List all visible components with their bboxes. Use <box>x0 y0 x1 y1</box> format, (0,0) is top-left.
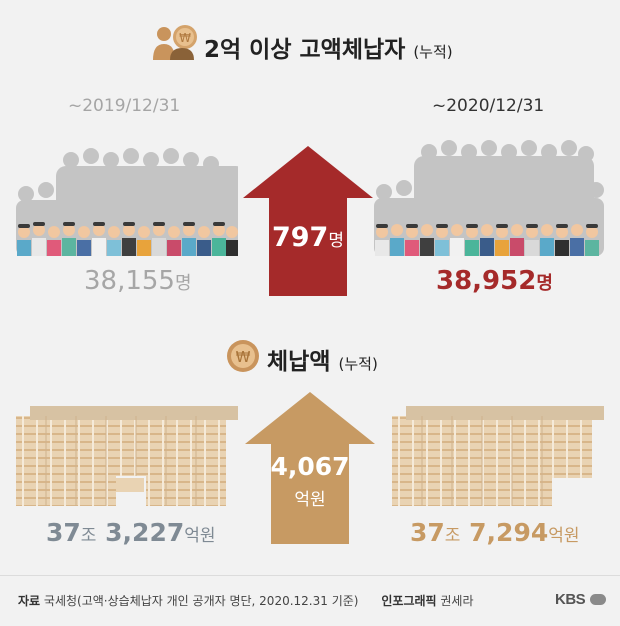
left-amount: 37조 3,227억원 <box>46 518 216 547</box>
section2-title: 체납액 (누적) <box>267 342 378 376</box>
section1-title: 2억 이상 고액체납자 (누적) <box>204 30 453 64</box>
kbs-logo-icon <box>590 594 607 605</box>
section1-title-text: 2억 이상 고액체납자 <box>204 37 406 63</box>
right-amount: 37조 7,294억원 <box>410 518 580 547</box>
svg-text:₩: ₩ <box>236 348 251 366</box>
source-label: 자료 <box>18 594 41 608</box>
increase-people-label: 797명 <box>271 222 344 253</box>
money-stacks-left <box>16 406 238 506</box>
svg-text:₩: ₩ <box>179 31 191 45</box>
footer-divider <box>0 575 620 576</box>
increase-amount-unit: 억원 <box>294 490 326 510</box>
left-date: ~2019/12/31 <box>68 96 181 116</box>
increase-amount-value: 4,067 <box>270 452 350 481</box>
section1-title-sub: (누적) <box>413 43 453 61</box>
graphic-author: 권세라 <box>440 594 474 608</box>
graphic-label: 인포그래픽 <box>381 594 437 608</box>
section2-title-text: 체납액 <box>267 349 331 375</box>
right-date: ~2020/12/31 <box>432 96 545 116</box>
people-money-icon: ₩ <box>152 22 198 62</box>
source-text: 국세청(고액·상습체납자 개인 공개자 명단, 2020.12.31 기준) <box>43 594 359 608</box>
increase-arrow-amount <box>245 392 375 544</box>
won-coin-icon: ₩ <box>226 339 260 373</box>
crowd-illustration-right <box>374 138 604 256</box>
right-count: 38,952명 <box>436 266 553 296</box>
money-stacks-right <box>392 406 604 506</box>
increase-arrow-people <box>243 146 373 296</box>
kbs-logo: KBS <box>555 589 607 608</box>
footer-source: 자료 국세청(고액·상습체납자 개인 공개자 명단, 2020.12.31 기준… <box>18 592 474 609</box>
section2-title-sub: (누적) <box>338 355 378 373</box>
crowd-illustration-left <box>16 138 246 256</box>
left-count: 38,155명 <box>84 266 192 296</box>
